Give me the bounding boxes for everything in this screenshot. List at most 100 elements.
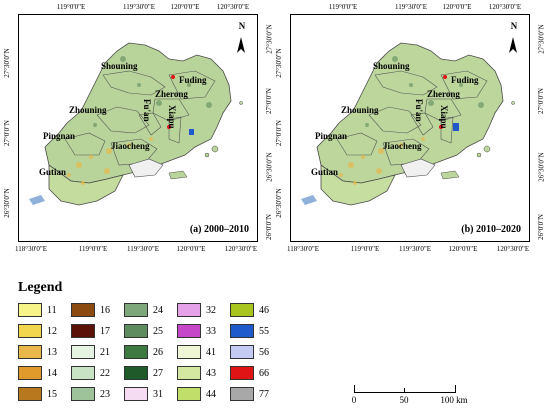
legend-item-26: 26 <box>124 345 163 359</box>
scale-bar: 0 50 100 km <box>348 383 468 409</box>
legend-item-17: 17 <box>71 324 110 338</box>
legend-swatch <box>71 345 95 359</box>
legend-item-41: 41 <box>177 345 216 359</box>
legend-code: 23 <box>100 388 110 400</box>
legend: 11 12 13 14 15 16 17 21 22 23 24 25 26 27 31 32 33 41 43 44… <box>18 303 288 408</box>
legend-item-33: 33 <box>177 324 216 338</box>
top-tick: 120°0'0"E <box>442 3 472 11</box>
left-tick: 26°30'0"N <box>275 188 283 218</box>
map-panel-2010-2020: N 119°0'0"E 119°30'0"E 120°0'0"E 120°30'… <box>275 3 545 253</box>
legend-item-15: 15 <box>18 387 57 401</box>
legend-code: 16 <box>100 304 110 316</box>
legend-swatch <box>230 303 254 317</box>
north-label: N <box>238 21 246 31</box>
legend-code: 11 <box>47 304 57 316</box>
top-tick: 119°30'0"E <box>123 3 155 11</box>
top-tick: 120°30'0"E <box>488 3 522 11</box>
legend-code: 33 <box>206 325 216 337</box>
legend-swatch <box>177 303 201 317</box>
legend-swatch <box>177 324 201 338</box>
legend-swatch <box>124 366 148 380</box>
legend-code: 25 <box>153 325 163 337</box>
bottom-tick: 119°0'0"E <box>78 245 108 253</box>
right-tick: 26°30'0"N <box>265 152 273 182</box>
region-label-fuan: Fu'an <box>142 99 152 122</box>
top-tick: 120°30'0"E <box>216 3 250 11</box>
legend-item-43: 43 <box>177 366 216 380</box>
legend-swatch <box>177 345 201 359</box>
map-2000-2010 <box>29 37 245 206</box>
legend-code: 26 <box>153 346 163 358</box>
legend-code: 43 <box>206 367 216 379</box>
legend-item-11: 11 <box>18 303 57 317</box>
legend-code: 55 <box>259 325 269 337</box>
legend-item-25: 25 <box>124 324 163 338</box>
legend-swatch <box>177 387 201 401</box>
right-tick: 27°0'0"N <box>265 88 273 114</box>
legend-item-77: 77 <box>230 387 269 401</box>
legend-code: 27 <box>153 367 163 379</box>
legend-swatch <box>230 366 254 380</box>
top-tick: 119°0'0"E <box>56 3 86 11</box>
bottom-tick: 119°0'0"E <box>350 245 380 253</box>
legend-swatch <box>18 345 42 359</box>
bottom-tick: 120°0'0"E <box>448 245 478 253</box>
region-label-fuan: Fu'an <box>414 99 424 122</box>
legend-swatch <box>18 303 42 317</box>
legend-swatch <box>230 324 254 338</box>
legend-item-55: 55 <box>230 324 269 338</box>
legend-code: 24 <box>153 304 163 316</box>
legend-swatch <box>18 324 42 338</box>
region-label-shouning: Shouning <box>373 61 410 71</box>
bottom-tick: 119°30'0"E <box>399 245 431 253</box>
region-label-jiaocheng: Jiaocheng <box>383 141 422 151</box>
region-label-zherong: Zherong <box>155 89 188 99</box>
legend-item-22: 22 <box>71 366 110 380</box>
legend-item-12: 12 <box>18 324 57 338</box>
bottom-tick: 120°0'0"E <box>176 245 206 253</box>
legend-swatch <box>177 366 201 380</box>
legend-code: 17 <box>100 325 110 337</box>
region-label-fuding: Fuding <box>451 75 479 85</box>
legend-swatch <box>18 387 42 401</box>
left-tick: 27°30'0"N <box>275 48 283 78</box>
top-tick: 119°30'0"E <box>395 3 427 11</box>
north-arrow: N <box>505 21 523 31</box>
panel-label: (b) 2010–2020 <box>461 224 521 235</box>
legend-item-13: 13 <box>18 345 57 359</box>
legend-code: 66 <box>259 367 269 379</box>
left-tick: 27°0'0"N <box>275 120 283 146</box>
right-tick: 26°0'0"N <box>537 214 545 240</box>
region-label-gutian: Gutian <box>311 167 339 177</box>
region-label-pingnan: Pingnan <box>43 131 76 141</box>
legend-code: 21 <box>100 346 110 358</box>
legend-item-24: 24 <box>124 303 163 317</box>
legend-swatch <box>71 324 95 338</box>
legend-title: Legend <box>18 280 63 295</box>
legend-item-14: 14 <box>18 366 57 380</box>
legend-code: 15 <box>47 388 57 400</box>
region-label-fuding: Fuding <box>179 75 207 85</box>
legend-item-46: 46 <box>230 303 269 317</box>
legend-item-56: 56 <box>230 345 269 359</box>
region-label-xiapu: Xiapu <box>439 105 449 129</box>
right-tick: 27°30'0"N <box>537 24 545 54</box>
panel-label: (a) 2000–2010 <box>189 224 249 235</box>
legend-swatch <box>124 387 148 401</box>
legend-swatch <box>124 303 148 317</box>
legend-item-66: 66 <box>230 366 269 380</box>
region-label-xiapu: Xiapu <box>167 105 177 129</box>
scale-line <box>354 385 456 393</box>
left-tick: 27°30'0"N <box>3 48 11 78</box>
region-label-shouning: Shouning <box>101 61 138 71</box>
right-tick: 26°0'0"N <box>265 214 273 240</box>
left-tick: 27°0'0"N <box>3 120 11 146</box>
bottom-tick: 120°30'0"E <box>496 245 530 253</box>
legend-swatch <box>71 387 95 401</box>
legend-swatch <box>124 345 148 359</box>
right-tick: 27°0'0"N <box>537 88 545 114</box>
north-arrow: N <box>233 21 251 31</box>
legend-item-32: 32 <box>177 303 216 317</box>
region-label-gutian: Gutian <box>39 167 67 177</box>
legend-code: 32 <box>206 304 216 316</box>
